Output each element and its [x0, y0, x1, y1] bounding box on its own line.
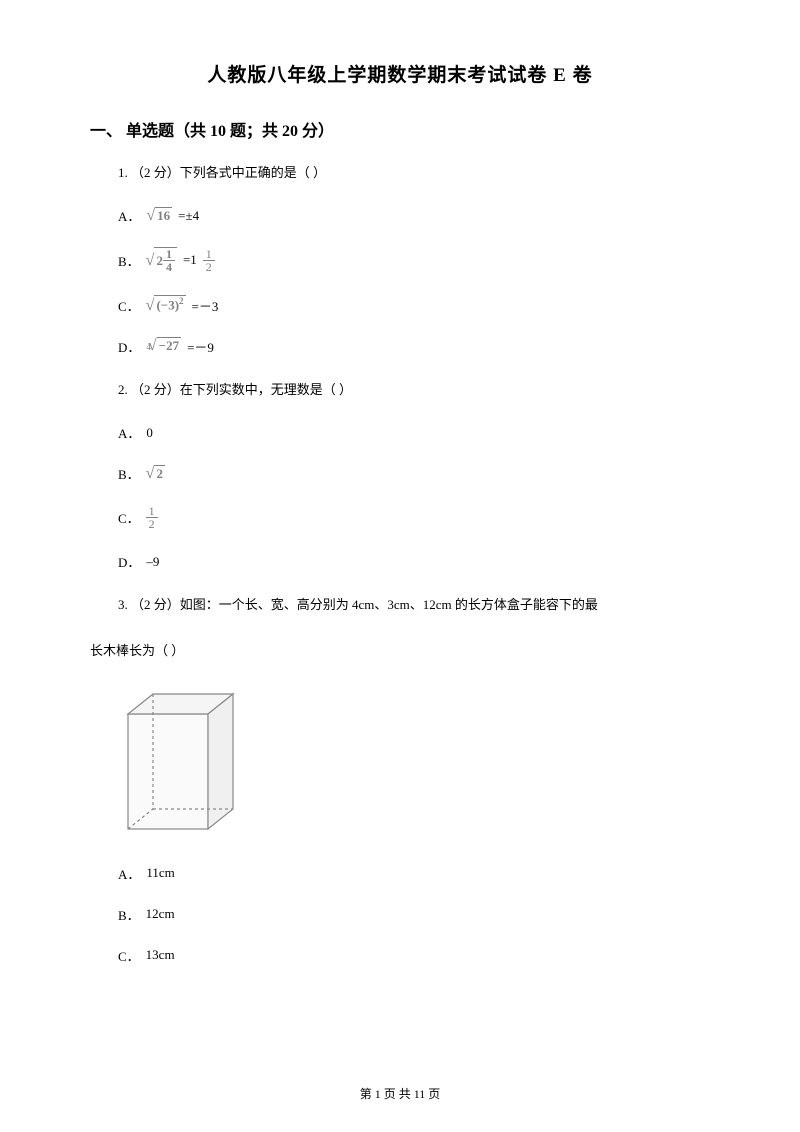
q3-option-c: C． 13cm	[90, 946, 710, 965]
option-label: C．	[118, 508, 140, 527]
fraction-icon: 1 2	[203, 248, 215, 273]
q1-option-c: C． √(−3)2 =－3	[90, 295, 710, 314]
q2-option-d: D． –9	[90, 552, 710, 571]
sqrt-icon: √16	[146, 207, 172, 225]
option-suffix: =－3	[192, 296, 219, 315]
q3-option-a: A． 11cm	[90, 864, 710, 883]
q2-option-b: B． √2	[90, 464, 710, 483]
exam-title: 人教版八年级上学期数学期末考试试卷 E 卷	[90, 60, 710, 87]
option-label: C．	[118, 946, 140, 965]
option-label: C．	[118, 296, 140, 315]
root-icon: 4 √−27	[146, 337, 181, 355]
option-label: A．	[118, 206, 140, 225]
option-label: A．	[118, 864, 140, 883]
option-label: D．	[118, 337, 140, 356]
option-value: 13cm	[146, 947, 175, 963]
q2-option-a: A． 0	[90, 423, 710, 442]
sqrt-icon: √(−3)2	[146, 295, 186, 314]
sqrt-icon: √2	[146, 465, 165, 483]
q1-option-a: A． √16 =±4	[90, 206, 710, 225]
option-value: 12cm	[146, 906, 175, 922]
option-value: 0	[146, 425, 153, 441]
option-value: –9	[146, 554, 159, 570]
section-header: 一、 单选题（共 10 题；共 20 分）	[90, 117, 710, 141]
q3-option-b: B． 12cm	[90, 905, 710, 924]
q1-option-d: D． 4 √−27 =－9	[90, 337, 710, 356]
q3-text-line2: 长木棒长为（ ）	[90, 639, 710, 662]
option-label: B．	[118, 464, 140, 483]
option-mid: =1	[183, 252, 197, 268]
sqrt-icon: √214	[146, 247, 177, 273]
q2-option-c: C． 1 2	[90, 505, 710, 530]
option-label: B．	[118, 905, 140, 924]
q1-option-b: B． √214 =1 1 2	[90, 247, 710, 273]
q2-text: 2. （2 分）在下列实数中，无理数是（ ）	[90, 378, 710, 401]
option-suffix: =±4	[178, 208, 199, 224]
cuboid-figure	[118, 684, 710, 844]
option-label: B．	[118, 251, 140, 270]
fraction-icon: 1 2	[146, 505, 158, 530]
page-footer: 第 1 页 共 11 页	[0, 1085, 800, 1102]
option-label: D．	[118, 552, 140, 571]
option-value: 11cm	[146, 865, 174, 881]
q1-text: 1. （2 分）下列各式中正确的是（ ）	[90, 161, 710, 184]
option-label: A．	[118, 423, 140, 442]
q3-text-line1: 3. （2 分）如图：一个长、宽、高分别为 4cm、3cm、12cm 的长方体盒…	[90, 593, 710, 616]
cuboid-icon	[118, 684, 248, 839]
option-suffix: =－9	[187, 337, 214, 356]
